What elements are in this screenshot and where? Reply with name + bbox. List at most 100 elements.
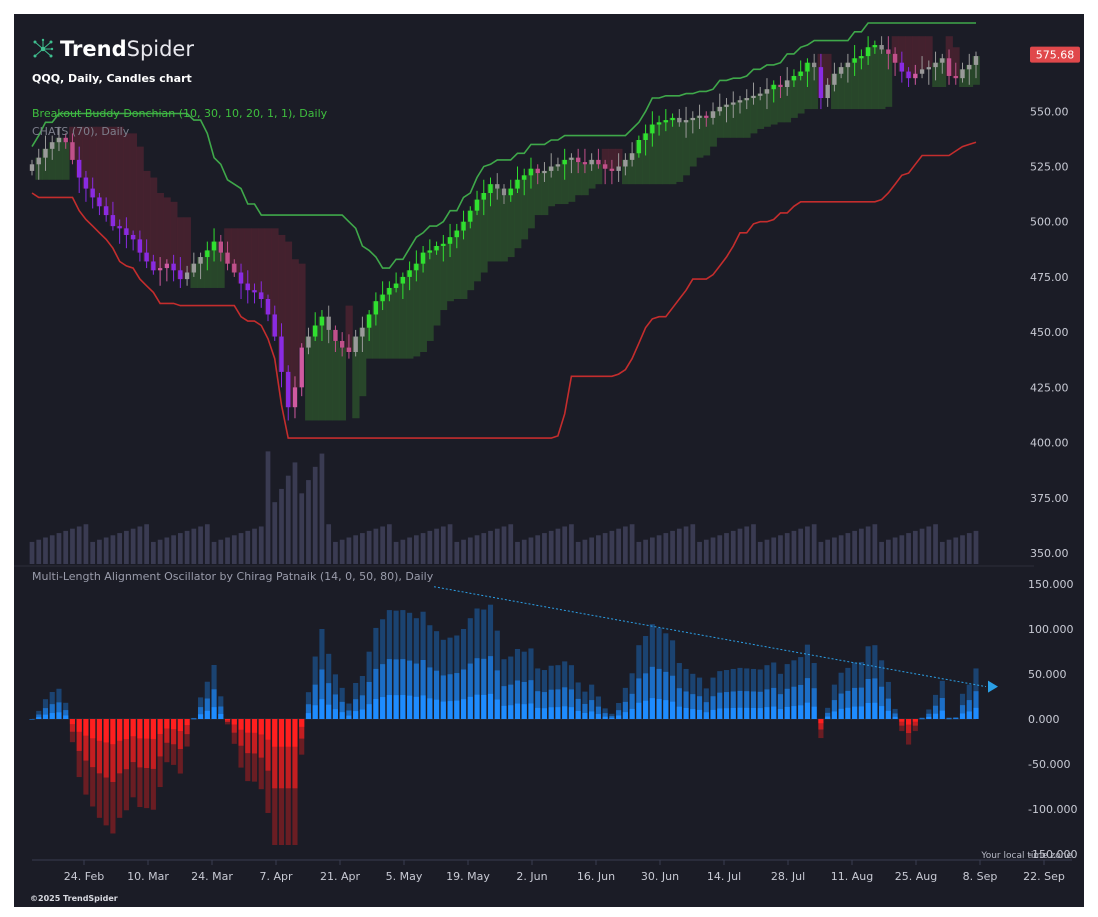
indicator-label-chats[interactable]: CHATS (70), Daily	[32, 125, 130, 138]
volume-bar	[326, 524, 332, 564]
indicator-label-donchian[interactable]: Breakout Buddy Donchian (10, 30, 10, 20,…	[32, 107, 328, 120]
candle-body	[623, 159, 628, 167]
oscillator-bar	[427, 698, 433, 719]
oscillator-bar	[130, 719, 136, 737]
oscillator-bar	[137, 719, 143, 768]
volume-bar	[110, 535, 116, 564]
oscillator-bar	[562, 706, 568, 719]
trend-fill	[325, 329, 333, 421]
oscillator-bar	[123, 719, 129, 740]
oscillator-bar	[595, 706, 601, 719]
oscillator-bar	[798, 705, 804, 719]
candle-body	[319, 316, 325, 326]
trend-fill	[89, 126, 97, 198]
oscillator-bar	[96, 719, 102, 774]
price-axis-tick: 550.00	[1030, 105, 1069, 118]
candle-body	[933, 62, 938, 68]
oscillator-label[interactable]: Multi-Length Alignment Oscillator by Chi…	[32, 570, 434, 583]
candle-body	[670, 117, 675, 121]
oscillator-bar	[670, 675, 676, 719]
volume-bar	[70, 528, 75, 564]
x-axis-tick-label: 25. Aug	[895, 870, 937, 883]
oscillator-bar	[305, 704, 312, 719]
oscillator-bar	[204, 698, 210, 719]
candle-body	[360, 327, 365, 337]
trend-fill	[439, 243, 448, 311]
candle-body	[400, 276, 406, 284]
oscillator-bar	[885, 698, 891, 719]
candle-body	[103, 206, 109, 216]
oscillator-bar	[744, 691, 750, 719]
oscillator-bar	[353, 711, 359, 719]
candle-body	[515, 179, 520, 189]
volume-bar	[103, 537, 109, 564]
candle-body	[178, 270, 183, 280]
volume-bar	[744, 526, 750, 564]
candle-body	[97, 197, 102, 207]
candle-body	[339, 340, 345, 348]
timezone-note[interactable]: Your local time zone	[981, 851, 1072, 861]
chart-canvas[interactable]: 550.00 525.00 500.00 475.00 450.00 425.00 400.…	[14, 14, 1084, 907]
volume-bar	[130, 528, 136, 564]
trend-fill	[783, 80, 792, 123]
oscillator-bar	[312, 705, 318, 719]
oscillator-bar	[407, 695, 413, 719]
oscillator-bar	[184, 719, 190, 726]
trend-fill	[433, 246, 441, 326]
oscillator-bar	[83, 719, 89, 761]
oscillator-bar	[90, 719, 96, 768]
oscillator-bar	[481, 694, 487, 719]
trend-fill	[210, 241, 218, 288]
chart-title: QQQ, Daily, Candles chart	[32, 72, 192, 85]
volume-bar	[899, 535, 905, 564]
oscillator-bar	[454, 673, 460, 719]
oscillator-axis-tick: 0.000	[1028, 713, 1060, 726]
x-axis-tick-label: 21. Apr	[320, 870, 360, 883]
trend-fill	[743, 98, 751, 138]
trend-fill	[756, 93, 765, 129]
volume-bar	[76, 526, 82, 564]
volume-bar	[204, 524, 210, 564]
candle-body	[77, 159, 82, 178]
trend-fill	[696, 115, 704, 158]
oscillator-bar	[703, 712, 709, 719]
candle-body	[56, 137, 62, 143]
oscillator-bar	[804, 678, 810, 719]
oscillator-bar	[899, 719, 905, 722]
oscillator-bar	[164, 719, 170, 743]
volume-bar	[117, 533, 123, 564]
trend-fill	[547, 166, 556, 207]
oscillator-bar	[804, 702, 810, 719]
trend-fill	[345, 305, 353, 352]
volume-bar	[609, 530, 615, 564]
oscillator-bar	[265, 719, 271, 740]
candle-body	[50, 142, 55, 149]
candle-body	[70, 142, 75, 160]
trend-fill	[82, 126, 90, 189]
volume-bar	[703, 539, 709, 564]
volume-bar	[413, 535, 419, 564]
oscillator-bar	[292, 719, 298, 747]
oscillator-bar	[643, 700, 649, 719]
oscillator-bar	[818, 719, 824, 730]
oscillator-bar	[926, 713, 932, 719]
x-axis-tick-label: 10. Mar	[127, 870, 169, 883]
price-axis-tick: 375.00	[1030, 492, 1069, 505]
x-axis-tick-label: 16. Jun	[577, 870, 615, 883]
volume-bar	[764, 539, 770, 564]
oscillator-bar	[629, 693, 635, 719]
oscillator-bar	[609, 716, 615, 719]
candle-body	[299, 347, 304, 388]
trend-fill	[419, 252, 427, 352]
copyright-text: ©2025 TrendSpider	[30, 894, 118, 903]
oscillator-bar	[110, 719, 116, 745]
candle-body	[198, 257, 203, 264]
oscillator-bar	[299, 719, 305, 739]
oscillator-bar	[636, 678, 642, 719]
oscillator-bar	[508, 684, 514, 719]
oscillator-bar	[386, 695, 392, 719]
oscillator-bar	[932, 705, 939, 719]
oscillator-bar	[164, 719, 170, 729]
oscillator-bar	[676, 688, 682, 719]
price-axis-tick: 475.00	[1030, 271, 1069, 284]
